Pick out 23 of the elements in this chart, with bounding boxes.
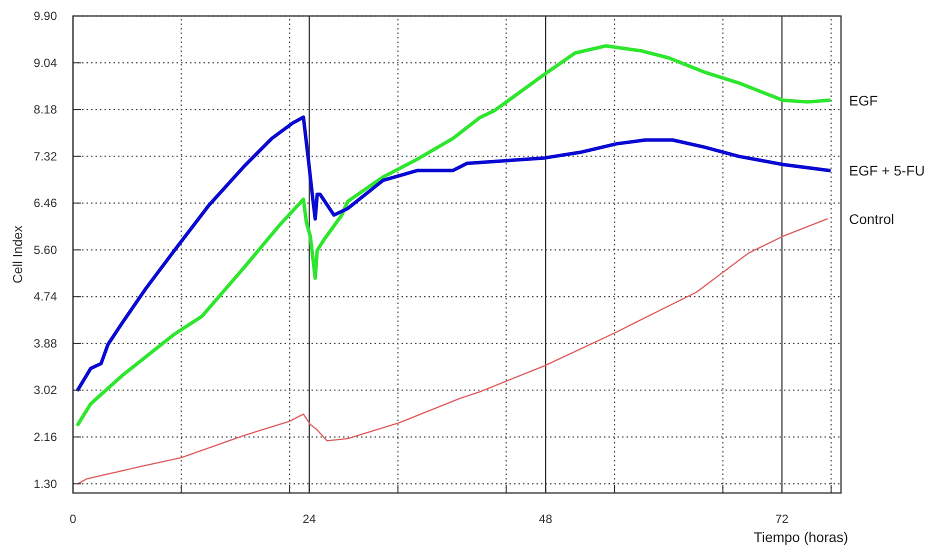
y-tick-label: 9.90	[34, 9, 58, 23]
y-axis-title: Cell Index	[10, 225, 25, 284]
y-tick-label: 5.60	[34, 242, 58, 257]
y-tick-label: 4.74	[34, 290, 58, 304]
x-axis-title: Tiempo (horas)	[754, 529, 848, 545]
y-tick-label: 1.30	[34, 476, 58, 491]
series-label: EGF + 5-FU	[849, 162, 925, 178]
y-tick-label: 3.88	[34, 336, 58, 350]
x-tick-label: 24	[302, 512, 316, 526]
y-tick-label: 2.16	[34, 430, 58, 444]
y-tick-label: 7.32	[34, 149, 58, 164]
y-tick-label: 6.46	[34, 196, 58, 210]
line-series	[76, 115, 831, 392]
series-label: Control	[849, 210, 894, 227]
series-label: EGF	[849, 92, 878, 108]
line-series	[76, 44, 831, 426]
y-tick-label: 9.04	[34, 56, 58, 70]
line-series	[77, 218, 828, 484]
x-tick-label: 0	[70, 512, 77, 526]
y-tick-label: 3.02	[34, 383, 58, 398]
x-tick-label: 72	[775, 512, 789, 526]
x-tick-label: 48	[538, 512, 553, 526]
y-tick-label: 8.18	[34, 102, 58, 117]
